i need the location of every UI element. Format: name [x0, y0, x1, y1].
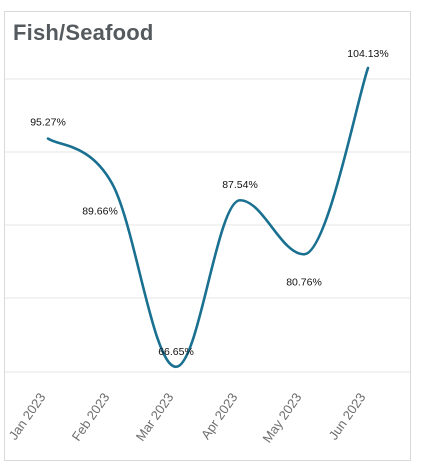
data-label: 89.66% [82, 205, 118, 217]
series-line [46, 66, 370, 369]
x-tick-label: Apr 2023 [198, 390, 241, 442]
x-tick-label: May 2023 [259, 390, 304, 445]
chart-card: Fish/Seafood [4, 11, 411, 461]
gridlines [5, 78, 410, 373]
x-tick-label: Mar 2023 [133, 390, 177, 444]
data-label: 104.13% [347, 48, 388, 60]
data-label: 66.65% [158, 346, 194, 358]
series-layer [46, 66, 370, 369]
chart-title: Fish/Seafood [13, 20, 154, 45]
data-label: 80.76% [286, 276, 322, 288]
data-label: 95.27% [30, 117, 66, 129]
data-labels: 95.27% 89.66% 66.65% 87.54% 80.76% 104.13% [30, 48, 389, 358]
x-tick-label: Jan 2023 [5, 390, 48, 442]
x-axis-ticks: Jan 2023 Feb 2023 Mar 2023 Apr 2023 May 2023… [5, 390, 368, 445]
x-tick-label: Feb 2023 [69, 390, 113, 444]
data-label: 87.54% [222, 179, 258, 191]
x-tick-label: Jun 2023 [325, 390, 368, 442]
